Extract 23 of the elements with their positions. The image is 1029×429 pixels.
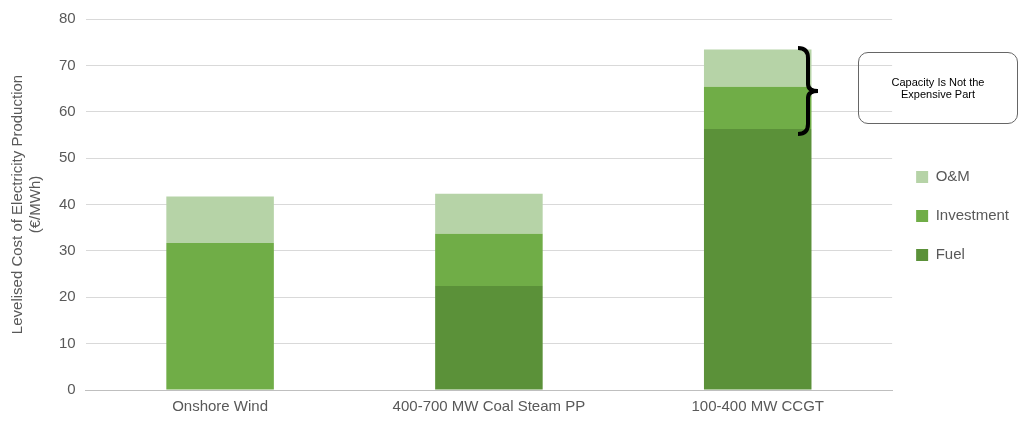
y-tick-label: 30 (59, 241, 76, 259)
y-tick-label: 0 (67, 380, 76, 398)
annotation: Capacity Is Not the Expensive Part (890, 76, 986, 100)
legend-label: O&M (935, 167, 970, 185)
y-tick-label: 10 (59, 333, 76, 351)
x-tick-label: 100-400 MW CCGT (691, 397, 824, 415)
x-tick-label: 400-700 MW Coal Steam PP (392, 397, 586, 415)
legend-label: Fuel (935, 245, 965, 263)
bar (435, 193, 543, 234)
bar (166, 196, 274, 243)
y-tick-label: 50 (59, 148, 76, 166)
bar (166, 242, 274, 390)
x-tick-label: Onshore Wind (172, 397, 269, 415)
bar (703, 128, 812, 390)
y-tick-label: 60 (59, 101, 76, 119)
bar (435, 286, 543, 390)
y-tick-label: 80 (59, 9, 76, 27)
legend-label: Investment (935, 206, 1010, 224)
y-tick-label: 70 (59, 55, 76, 73)
y-tick-label: 40 (59, 194, 76, 212)
y-tick-label: 20 (59, 287, 76, 305)
bar (435, 233, 543, 287)
y-axis-title: Levelised Cost of Electricity Production (€/MWh) (8, 74, 44, 335)
